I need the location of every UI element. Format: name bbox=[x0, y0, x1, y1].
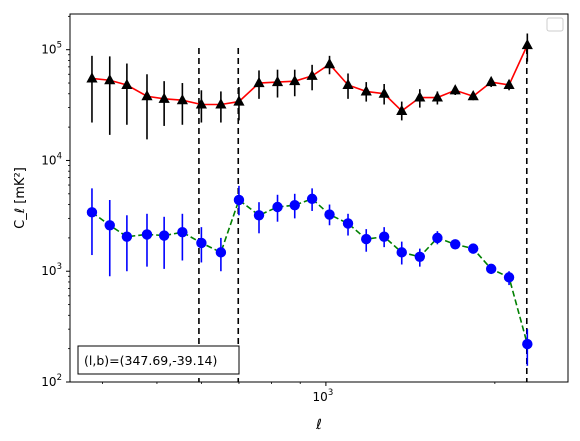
data-point-circle bbox=[306, 193, 318, 205]
data-point-circle bbox=[158, 230, 170, 241]
y-tick-label: 103 bbox=[41, 262, 62, 278]
data-point-triangle bbox=[158, 92, 170, 103]
data-point-triangle bbox=[233, 95, 245, 106]
data-point-triangle bbox=[414, 91, 426, 102]
data-point-triangle bbox=[431, 91, 443, 102]
x-tick-label: 103 bbox=[313, 388, 334, 404]
data-point-circle bbox=[342, 218, 354, 229]
data-point-circle bbox=[361, 233, 372, 245]
data-point-triangle bbox=[360, 85, 372, 96]
data-point-circle bbox=[177, 227, 188, 238]
series-0 bbox=[86, 33, 533, 140]
data-point-triangle bbox=[271, 75, 284, 87]
data-point-circle bbox=[378, 231, 390, 242]
data-point-circle bbox=[253, 210, 265, 221]
data-point-triangle bbox=[289, 74, 301, 86]
data-point-circle bbox=[467, 243, 479, 254]
data-point-triangle bbox=[121, 78, 133, 90]
coordinate-annotation: (l,b)=(347.69,-39.14) bbox=[77, 345, 240, 375]
data-point-circle bbox=[503, 272, 515, 283]
data-point-triangle bbox=[253, 76, 265, 88]
data-point-circle bbox=[432, 232, 443, 244]
data-point-circle bbox=[414, 251, 426, 262]
annotation-text: (l,b)=(347.69,-39.14) bbox=[84, 353, 217, 368]
data-point-triangle bbox=[449, 84, 461, 95]
data-point-circle bbox=[396, 247, 407, 258]
y-tick-label: 105 bbox=[41, 41, 62, 57]
data-point-circle bbox=[141, 229, 153, 240]
data-point-triangle bbox=[104, 74, 116, 85]
data-point-circle bbox=[104, 220, 115, 231]
axes-ticks: 102 103 104 105 103 bbox=[41, 15, 496, 404]
y-tick-label: 104 bbox=[41, 151, 62, 167]
data-point-circle bbox=[215, 247, 227, 258]
data-point-triangle bbox=[342, 78, 354, 90]
data-point-triangle bbox=[176, 93, 188, 105]
data-point-triangle bbox=[195, 98, 207, 109]
data-point-circle bbox=[196, 237, 207, 249]
data-point-circle bbox=[324, 209, 335, 220]
annotation-box bbox=[77, 345, 240, 375]
y-axis-label: C_ℓ [mK²] bbox=[13, 167, 28, 229]
data-point-triangle bbox=[485, 75, 497, 87]
data-point-triangle bbox=[306, 69, 318, 80]
data-point-triangle bbox=[323, 57, 336, 69]
axes-frame bbox=[69, 13, 569, 383]
data-point-circle bbox=[289, 199, 300, 211]
data-point-circle bbox=[272, 201, 283, 213]
data-point-triangle bbox=[215, 98, 227, 109]
data-point-triangle bbox=[503, 78, 515, 90]
data-point-circle bbox=[450, 239, 461, 250]
data-point-triangle bbox=[521, 38, 533, 50]
plot-area bbox=[86, 33, 533, 382]
series-1 bbox=[86, 185, 533, 366]
y-tick-label: 102 bbox=[41, 373, 62, 389]
data-point-circle bbox=[522, 338, 533, 350]
data-point-triangle bbox=[141, 90, 153, 101]
legend-box bbox=[546, 17, 564, 32]
x-axis-label: ℓ bbox=[315, 417, 322, 433]
data-point-triangle bbox=[396, 104, 408, 115]
data-point-circle bbox=[233, 194, 245, 206]
data-point-circle bbox=[485, 263, 497, 275]
data-point-circle bbox=[86, 207, 98, 218]
data-point-triangle bbox=[378, 87, 390, 98]
data-point-circle bbox=[121, 231, 133, 242]
data-point-triangle bbox=[467, 90, 479, 101]
series-line bbox=[91, 197, 529, 345]
data-point-triangle bbox=[86, 72, 98, 83]
